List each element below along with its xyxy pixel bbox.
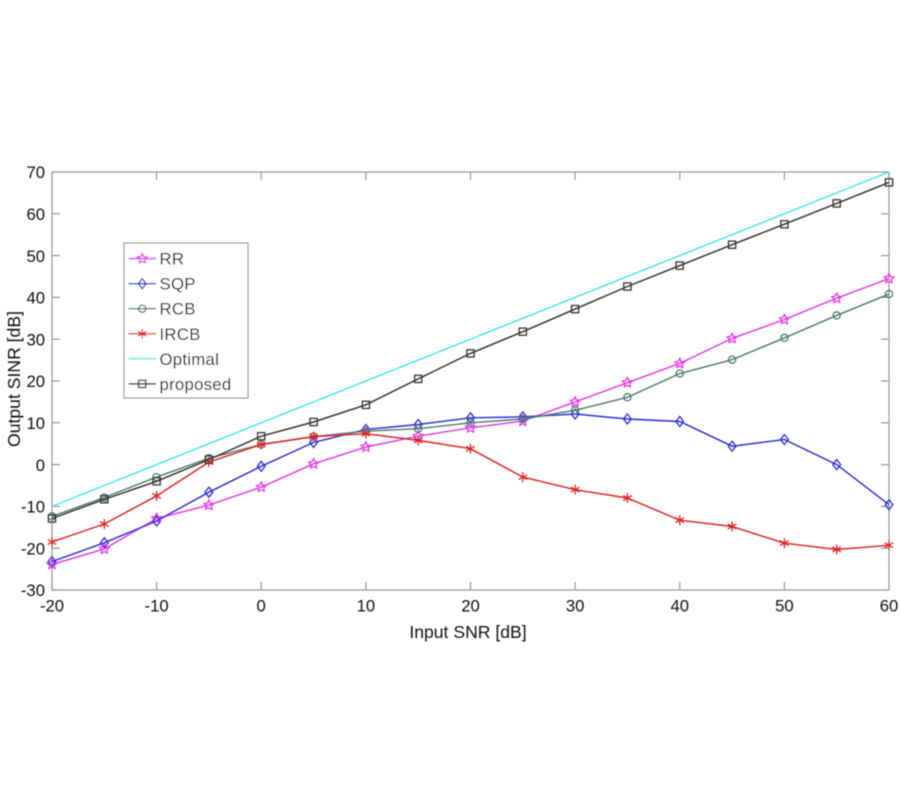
svg-text:Optimal: Optimal xyxy=(160,350,220,369)
svg-text:30: 30 xyxy=(566,596,585,615)
svg-text:Output SINR [dB]: Output SINR [dB] xyxy=(4,311,24,447)
svg-text:40: 40 xyxy=(26,289,45,308)
svg-text:10: 10 xyxy=(357,596,376,615)
svg-text:30: 30 xyxy=(26,330,45,349)
svg-text:70: 70 xyxy=(26,163,45,182)
svg-text:50: 50 xyxy=(775,596,794,615)
svg-text:10: 10 xyxy=(26,414,45,433)
svg-text:60: 60 xyxy=(880,596,899,615)
svg-text:50: 50 xyxy=(26,247,45,266)
svg-text:20: 20 xyxy=(26,372,45,391)
svg-text:proposed: proposed xyxy=(160,375,232,394)
svg-text:0: 0 xyxy=(257,596,266,615)
svg-text:RCB: RCB xyxy=(160,300,196,319)
svg-text:IRCB: IRCB xyxy=(160,325,201,344)
svg-text:20: 20 xyxy=(461,596,480,615)
svg-text:RR: RR xyxy=(160,250,185,269)
svg-text:40: 40 xyxy=(671,596,690,615)
svg-text:-20: -20 xyxy=(40,596,64,615)
svg-text:0: 0 xyxy=(36,456,45,475)
svg-text:-10: -10 xyxy=(145,596,169,615)
svg-text:SQP: SQP xyxy=(160,275,196,294)
svg-text:-30: -30 xyxy=(21,581,45,600)
svg-text:Input SNR [dB]: Input SNR [dB] xyxy=(409,622,526,642)
svg-text:60: 60 xyxy=(26,205,45,224)
svg-text:-10: -10 xyxy=(21,498,45,517)
svg-text:-20: -20 xyxy=(21,539,45,558)
